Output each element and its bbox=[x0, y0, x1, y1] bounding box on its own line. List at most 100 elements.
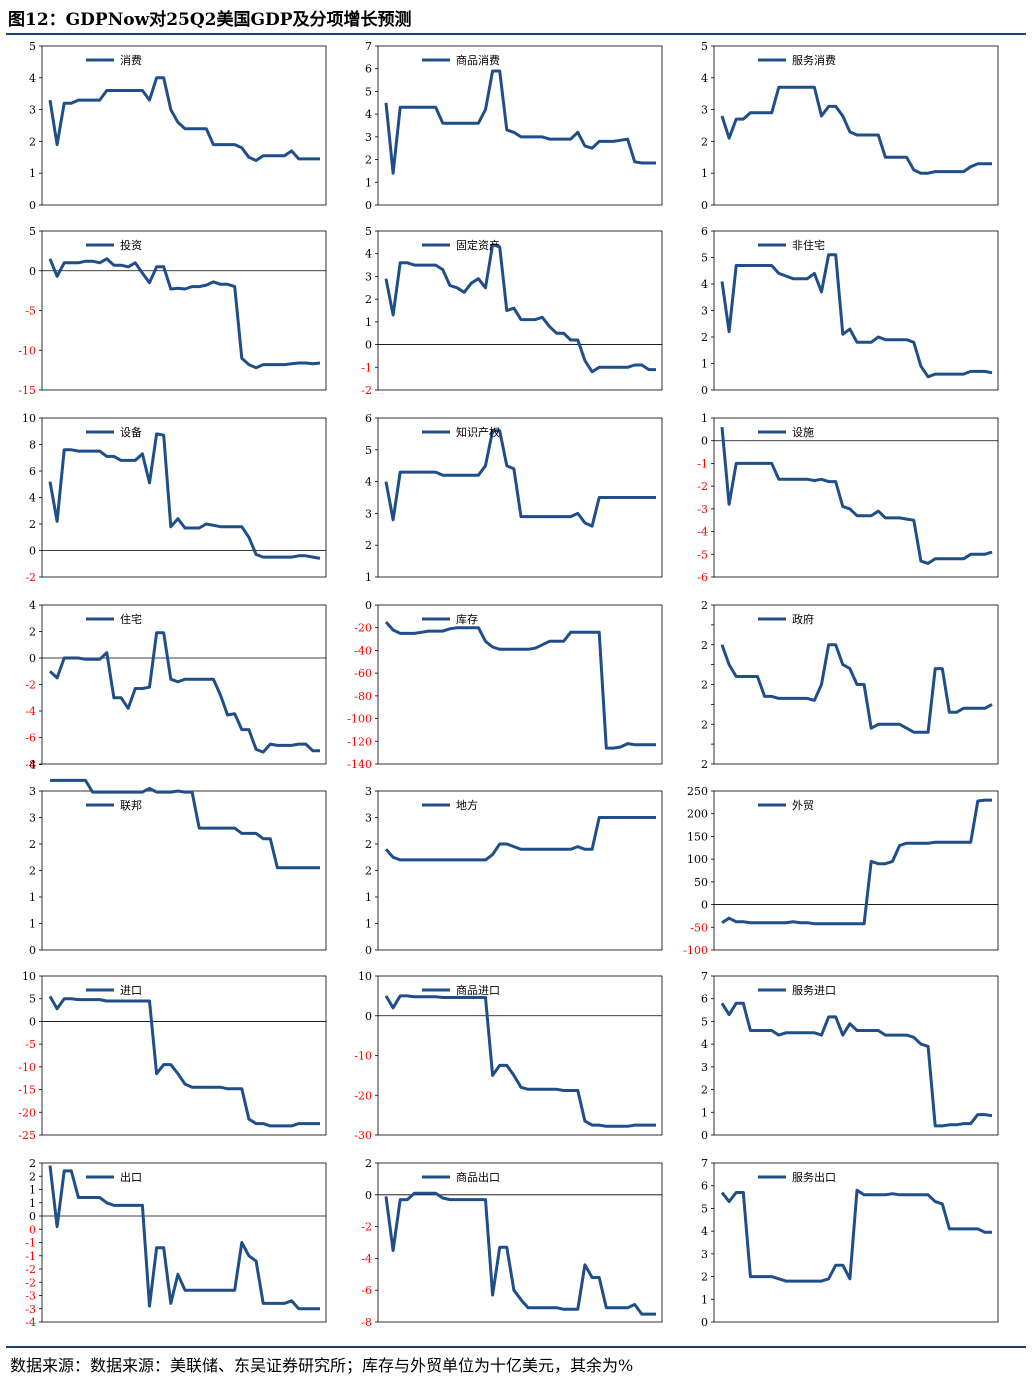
plot-frame bbox=[41, 604, 327, 765]
y-tick-label: 2 bbox=[29, 626, 36, 639]
y-tick-label: 5 bbox=[365, 444, 372, 457]
y-tick-label: 2 bbox=[365, 865, 372, 878]
chart-panel-20: -8 -6 -4 -2 0 2 商品出口 bbox=[348, 1155, 672, 1338]
chart-panel-3: 0 1 2 3 4 5 服务消费 bbox=[684, 38, 1008, 221]
legend-label: 联邦 bbox=[120, 799, 142, 812]
y-tick-label: 4 bbox=[365, 108, 372, 121]
y-tick-label: 1 bbox=[701, 1293, 708, 1306]
y-tick-label: 1 bbox=[701, 1106, 708, 1119]
y-tick-label: 2 bbox=[701, 135, 708, 148]
plot-frame bbox=[41, 790, 327, 951]
chart-panel-11: -140 -120 -100 -80 -60 -40 -20 0 库存 bbox=[347, 597, 672, 780]
y-tick-label: 2 bbox=[701, 1271, 708, 1284]
chart-svg-14: 0 1 1 2 2 3 3 地方 bbox=[365, 785, 663, 957]
series-line bbox=[384, 621, 656, 750]
y-tick-label: 2 bbox=[701, 758, 708, 771]
y-tick-label: 4 bbox=[701, 72, 708, 85]
y-tick-label: 200 bbox=[687, 808, 708, 821]
y-tick-label: -1 bbox=[361, 361, 372, 374]
y-tick-label: 4 bbox=[29, 492, 36, 505]
y-tick-label: -6 bbox=[697, 571, 708, 584]
chart-svg-20: -8 -6 -4 -2 0 2 商品出口 bbox=[361, 1157, 663, 1329]
y-tick-label: 10 bbox=[22, 412, 36, 425]
y-tick-label: 6 bbox=[701, 993, 708, 1006]
y-tick-label: 100 bbox=[687, 853, 708, 866]
legend-label: 非住宅 bbox=[792, 238, 825, 252]
y-tick-label: 2 bbox=[701, 599, 708, 612]
y-tick-label: -2 bbox=[25, 571, 36, 584]
series-line bbox=[720, 1188, 992, 1283]
y-tick-label: 6 bbox=[29, 465, 36, 478]
chart-panel-7: -2 0 2 4 6 8 10 设备 bbox=[12, 410, 336, 593]
y-tick-label: 4 bbox=[701, 1038, 708, 1051]
y-tick-label: -4 bbox=[361, 1252, 372, 1265]
y-tick-label: -25 bbox=[18, 1129, 36, 1142]
series-line bbox=[720, 85, 992, 175]
chart-panel-14: 0 1 1 2 2 3 3 地方 bbox=[348, 783, 672, 966]
y-tick-label: 6 bbox=[365, 412, 372, 425]
y-tick-label: -3 bbox=[25, 1290, 36, 1303]
legend-label: 消费 bbox=[120, 53, 142, 67]
y-tick-label: -20 bbox=[354, 622, 372, 635]
y-tick-label: 0 bbox=[365, 1189, 372, 1202]
series-line bbox=[48, 432, 321, 560]
chart-panel-12: 2 2 2 2 2 政府 bbox=[684, 597, 1008, 780]
y-tick-label: 10 bbox=[22, 970, 36, 983]
y-tick-label: 1 bbox=[29, 167, 36, 180]
chart-panel-5: -2 -1 0 1 2 3 4 5 固定资产 bbox=[348, 223, 672, 406]
source-note: 数据来源：数据来源：美联储、东吴证券研究所；库存与外贸单位为十亿美元，其余为% bbox=[10, 1356, 634, 1375]
y-tick-label: 0 bbox=[701, 384, 708, 397]
y-tick-label: 1 bbox=[365, 891, 372, 904]
y-tick-label: 4 bbox=[365, 248, 372, 261]
y-tick-label: 0 bbox=[29, 199, 36, 212]
y-tick-label: 0 bbox=[701, 899, 708, 912]
chart-panel-10: -8 -6 -4 -2 0 2 4 住宅 bbox=[12, 597, 336, 780]
y-tick-label: 2 bbox=[701, 1084, 708, 1097]
plot-frame bbox=[713, 975, 999, 1136]
series-line bbox=[384, 816, 656, 862]
y-tick-label: 2 bbox=[701, 679, 708, 692]
chart-svg-3: 0 1 2 3 4 5 服务消费 bbox=[701, 40, 999, 212]
y-tick-label: -100 bbox=[683, 944, 708, 957]
y-tick-label: 4 bbox=[29, 599, 36, 612]
series-line bbox=[720, 643, 993, 734]
series-line bbox=[48, 257, 321, 370]
series-line bbox=[720, 426, 993, 565]
legend-label: 知识产权 bbox=[456, 425, 500, 439]
top-rule bbox=[6, 33, 1026, 35]
legend-label: 商品进口 bbox=[456, 983, 500, 997]
legend-label: 服务消费 bbox=[792, 53, 836, 67]
y-tick-label: -2 bbox=[697, 480, 708, 493]
y-tick-label: 3 bbox=[365, 507, 372, 520]
y-tick-label: 250 bbox=[687, 785, 708, 798]
y-tick-label: 2 bbox=[29, 865, 36, 878]
y-tick-label: 6 bbox=[701, 225, 708, 238]
chart-svg-16: -25 -20 -15 -10 -5 0 5 10 进口 bbox=[18, 970, 327, 1142]
figure-title: 图12：GDPNow对25Q2美国GDP及分项增长预测 bbox=[8, 10, 412, 30]
series-line bbox=[384, 1191, 656, 1316]
chart-svg-4: -15 -10 -5 0 5 投资 bbox=[18, 225, 327, 397]
y-tick-label: 7 bbox=[701, 1157, 708, 1170]
legend-label: 设施 bbox=[792, 426, 814, 439]
y-tick-label: 0 bbox=[29, 652, 36, 665]
y-tick-label: 2 bbox=[701, 718, 708, 731]
y-tick-label: 0 bbox=[29, 1210, 36, 1223]
y-tick-label: -1 bbox=[25, 1237, 36, 1250]
legend-label: 库存 bbox=[456, 612, 478, 626]
y-tick-label: 2 bbox=[365, 1157, 372, 1170]
y-tick-label: 0 bbox=[365, 339, 372, 352]
chart-svg-8: 1 2 3 4 5 6 知识产权 bbox=[365, 412, 663, 584]
y-tick-label: 1 bbox=[701, 412, 708, 425]
legend-label: 固定资产 bbox=[456, 238, 500, 252]
y-tick-label: -10 bbox=[354, 1050, 372, 1063]
y-tick-label: 1 bbox=[365, 918, 372, 931]
y-tick-label: 2 bbox=[701, 639, 708, 652]
y-tick-label: 1 bbox=[365, 316, 372, 329]
y-tick-label: 0 bbox=[701, 199, 708, 212]
y-tick-label: 0 bbox=[365, 944, 372, 957]
legend-label: 投资 bbox=[120, 238, 142, 252]
y-tick-label: 1 bbox=[29, 1184, 36, 1197]
y-tick-label: 1 bbox=[701, 167, 708, 180]
y-tick-label: -2 bbox=[25, 679, 36, 692]
